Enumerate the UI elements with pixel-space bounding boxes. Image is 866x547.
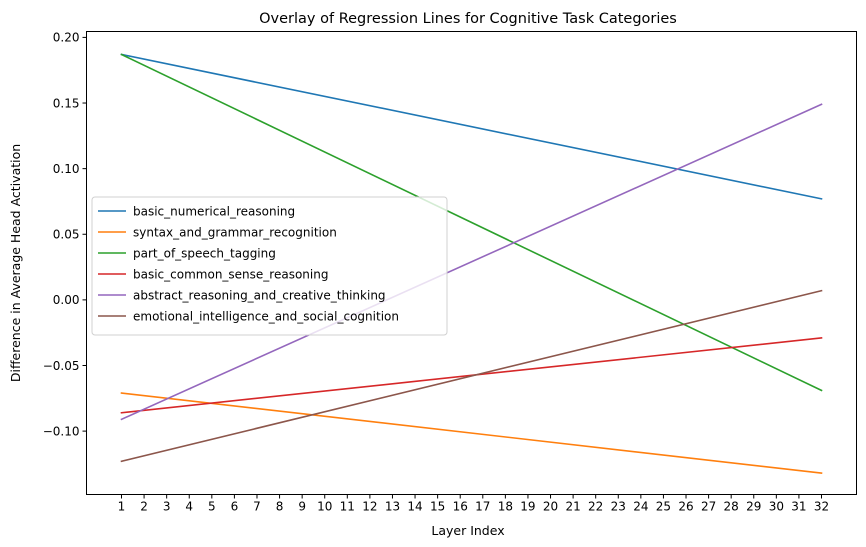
x-tick-label: 17 <box>475 500 490 514</box>
x-tick-label: 12 <box>362 500 377 514</box>
plot-frame <box>86 31 857 495</box>
legend: basic_numerical_reasoning syntax_and_gram… <box>91 196 448 336</box>
y-tick-label: −0.10 <box>43 424 80 438</box>
legend-label: syntax_and_grammar_recognition <box>133 225 337 239</box>
legend-label: basic_numerical_reasoning <box>133 204 295 218</box>
x-tick-label: 8 <box>276 500 284 514</box>
x-tick-label: 32 <box>814 500 829 514</box>
series-line-part-of-speech-tagging <box>120 53 823 392</box>
x-tick-label: 6 <box>231 500 239 514</box>
legend-label: abstract_reasoning_and_creative_thinking <box>133 288 386 302</box>
y-tick-label: 0.20 <box>53 31 80 45</box>
series-lines <box>120 53 823 474</box>
x-tick-label: 28 <box>724 500 739 514</box>
series-line-abstract-reasoning-and-creative-thinking <box>120 103 823 421</box>
x-tick-label: 25 <box>656 500 671 514</box>
x-tick-label: 7 <box>253 500 261 514</box>
x-tick-label: 18 <box>498 500 513 514</box>
y-tick-label: 0.00 <box>53 293 80 307</box>
x-tick-label: 15 <box>430 500 445 514</box>
y-tick-label: 0.15 <box>53 96 80 110</box>
x-tick-label: 30 <box>769 500 784 514</box>
x-tick-label: 27 <box>701 500 716 514</box>
y-axis-label: Difference in Average Head Activation <box>8 144 23 382</box>
legend-label: part_of_speech_tagging <box>133 246 276 260</box>
series-line-syntax-and-grammar-recognition <box>120 392 823 474</box>
x-tick-label: 26 <box>678 500 693 514</box>
y-axis-ticks: −0.10 −0.05 0.00 0.05 0.10 0.15 0.20 <box>43 31 87 438</box>
x-axis-label: Layer Index <box>431 523 504 538</box>
x-tick-label: 4 <box>185 500 193 514</box>
legend-label: basic_common_sense_reasoning <box>133 267 328 281</box>
x-tick-label: 29 <box>746 500 761 514</box>
x-tick-label: 2 <box>140 500 148 514</box>
chart-title: Overlay of Regression Lines for Cognitiv… <box>259 11 677 27</box>
x-tick-label: 19 <box>520 500 535 514</box>
x-tick-label: 21 <box>565 500 580 514</box>
x-tick-label: 9 <box>298 500 306 514</box>
legend-label: emotional_intelligence_and_social_cognit… <box>133 309 399 323</box>
x-tick-label: 11 <box>340 500 355 514</box>
x-tick-label: 5 <box>208 500 216 514</box>
x-tick-label: 1 <box>118 500 126 514</box>
x-axis-ticks: 1 2 3 4 5 6 7 8 9 10 11 12 13 14 15 16 17 18 19 20 21 22 23 24 2… <box>118 494 829 514</box>
x-tick-label: 22 <box>588 500 603 514</box>
x-tick-label: 20 <box>543 500 558 514</box>
x-tick-label: 24 <box>633 500 648 514</box>
x-tick-label: 13 <box>385 500 400 514</box>
series-line-emotional-intelligence-and-social-cognition <box>120 289 823 463</box>
legend-box <box>91 196 448 336</box>
series-line-basic-numerical-reasoning <box>120 53 823 200</box>
y-tick-label: 0.10 <box>53 162 80 176</box>
x-tick-label: 16 <box>453 500 468 514</box>
x-tick-label: 10 <box>317 500 332 514</box>
x-tick-label: 31 <box>791 500 806 514</box>
x-tick-label: 3 <box>163 500 171 514</box>
x-tick-label: 14 <box>407 500 422 514</box>
y-tick-label: 0.05 <box>53 228 80 242</box>
x-tick-label: 23 <box>611 500 626 514</box>
y-tick-label: −0.05 <box>43 359 80 373</box>
